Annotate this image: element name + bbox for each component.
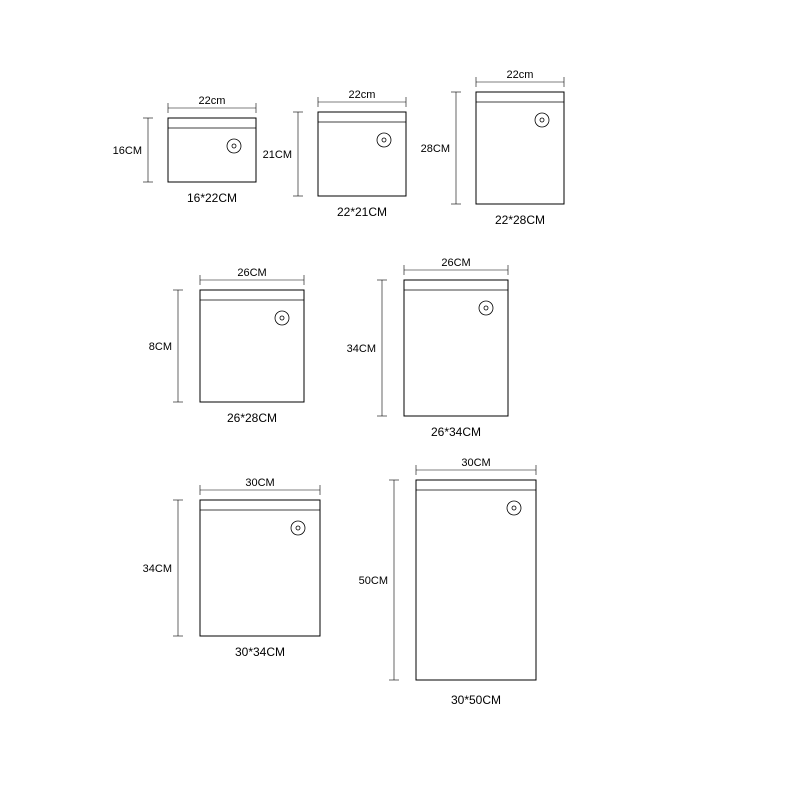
height-label: 28CM	[421, 143, 450, 155]
bag-22x28: 22cm 28CM 22*28CM	[421, 69, 564, 227]
size-label: 26*34CM	[431, 425, 481, 439]
size-label: 16*22CM	[187, 191, 237, 205]
valve-icon	[479, 301, 493, 315]
valve-inner-icon	[484, 306, 488, 310]
valve-icon	[275, 311, 289, 325]
bag-16x22: 22cm 16CM 16*22CM	[113, 95, 256, 205]
height-label: 34CM	[347, 343, 376, 355]
valve-icon	[535, 113, 549, 127]
bag-30x34: 30CM 34CM 30*34CM	[143, 477, 320, 659]
size-diagram: 22cm16CM16*22CM22cm21CM22*21CM22cm28CM22…	[0, 0, 800, 800]
bag-outline	[416, 480, 536, 680]
size-label: 22*28CM	[495, 213, 545, 227]
bag-30x50: 30CM 50CM 30*50CM	[359, 457, 536, 707]
valve-icon	[507, 501, 521, 515]
width-label: 26CM	[237, 267, 266, 279]
width-label: 30CM	[461, 457, 490, 469]
size-label: 22*21CM	[337, 205, 387, 219]
bag-26x34: 26CM 34CM 26*34CM	[347, 257, 508, 439]
bag-outline	[200, 290, 304, 402]
height-label: 34CM	[143, 563, 172, 575]
bag-outline	[404, 280, 508, 416]
height-label: 21CM	[263, 149, 292, 161]
valve-inner-icon	[382, 138, 386, 142]
bag-22x21: 22cm 21CM 22*21CM	[263, 89, 406, 219]
width-label: 22cm	[349, 89, 376, 101]
bag-outline	[476, 92, 564, 204]
size-label: 30*34CM	[235, 645, 285, 659]
bag-26x28: 26CM 8CM 26*28CM	[149, 267, 304, 425]
valve-inner-icon	[232, 144, 236, 148]
valve-inner-icon	[540, 118, 544, 122]
height-label: 8CM	[149, 341, 172, 353]
valve-icon	[227, 139, 241, 153]
height-label: 50CM	[359, 575, 388, 587]
valve-icon	[377, 133, 391, 147]
valve-inner-icon	[280, 316, 284, 320]
bag-outline	[318, 112, 406, 196]
width-label: 22cm	[507, 69, 534, 81]
bag-outline	[200, 500, 320, 636]
height-label: 16CM	[113, 145, 142, 157]
size-label: 30*50CM	[451, 693, 501, 707]
width-label: 30CM	[245, 477, 274, 489]
size-label: 26*28CM	[227, 411, 277, 425]
width-label: 22cm	[199, 95, 226, 107]
width-label: 26CM	[441, 257, 470, 269]
valve-inner-icon	[512, 506, 516, 510]
valve-icon	[291, 521, 305, 535]
valve-inner-icon	[296, 526, 300, 530]
